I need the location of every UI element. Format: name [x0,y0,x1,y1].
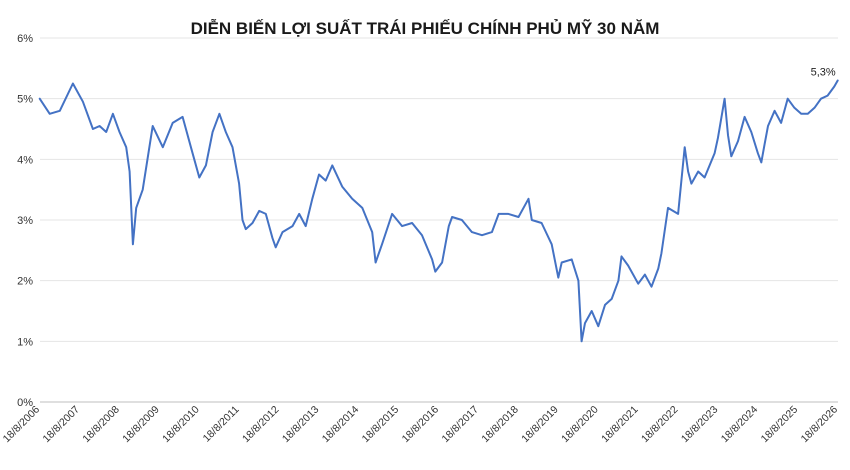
x-tick-label: 18/8/2021 [599,404,641,446]
series-layer [38,79,839,343]
x-tick-label: 18/8/2026 [799,404,841,446]
x-tick-label: 18/8/2016 [400,404,442,446]
x-tick-label: 18/8/2006 [1,404,43,446]
y-axis-ticks: 0% 1% 2% 3% 4% 5% 6% [17,33,33,409]
y-tick-label: 1% [17,336,33,348]
chart-title: DIỄN BIẾN LỢI SUẤT TRÁI PHIẾU CHÍNH PHỦ … [191,18,660,38]
x-tick-label: 18/8/2012 [240,404,282,446]
x-tick-label: 18/8/2014 [320,404,362,446]
x-tick-label: 18/8/2015 [360,404,402,446]
y-tick-label: 6% [17,33,33,45]
x-tick-label: 18/8/2024 [719,404,761,446]
y-tick-label: 0% [17,397,33,409]
y-tick-label: 5% [17,94,33,106]
x-tick-label: 18/8/2013 [280,404,322,446]
x-tick-label: 18/8/2020 [559,404,601,446]
y-tick-label: 3% [17,215,33,227]
series-line [38,79,839,343]
x-tick-label: 18/8/2023 [679,404,721,446]
x-tick-label: 18/8/2007 [41,404,83,446]
x-tick-label: 18/8/2017 [440,404,482,446]
x-tick-label: 18/8/2018 [479,404,521,446]
x-tick-label: 18/8/2025 [759,404,801,446]
gridlines [40,37,838,403]
x-tick-label: 18/8/2022 [639,404,681,446]
x-tick-label: 18/8/2009 [120,404,162,446]
y-tick-label: 4% [17,154,33,166]
x-tick-label: 18/8/2019 [519,404,561,446]
x-axis-ticks: 18/8/200618/8/200718/8/200818/8/200918/8… [1,404,841,446]
x-tick-label: 18/8/2008 [80,404,122,446]
y-tick-label: 2% [17,276,33,288]
last-value-annotation: 5,3% [811,66,836,78]
x-tick-label: 18/8/2010 [160,404,202,446]
x-tick-label: 18/8/2011 [201,404,242,445]
